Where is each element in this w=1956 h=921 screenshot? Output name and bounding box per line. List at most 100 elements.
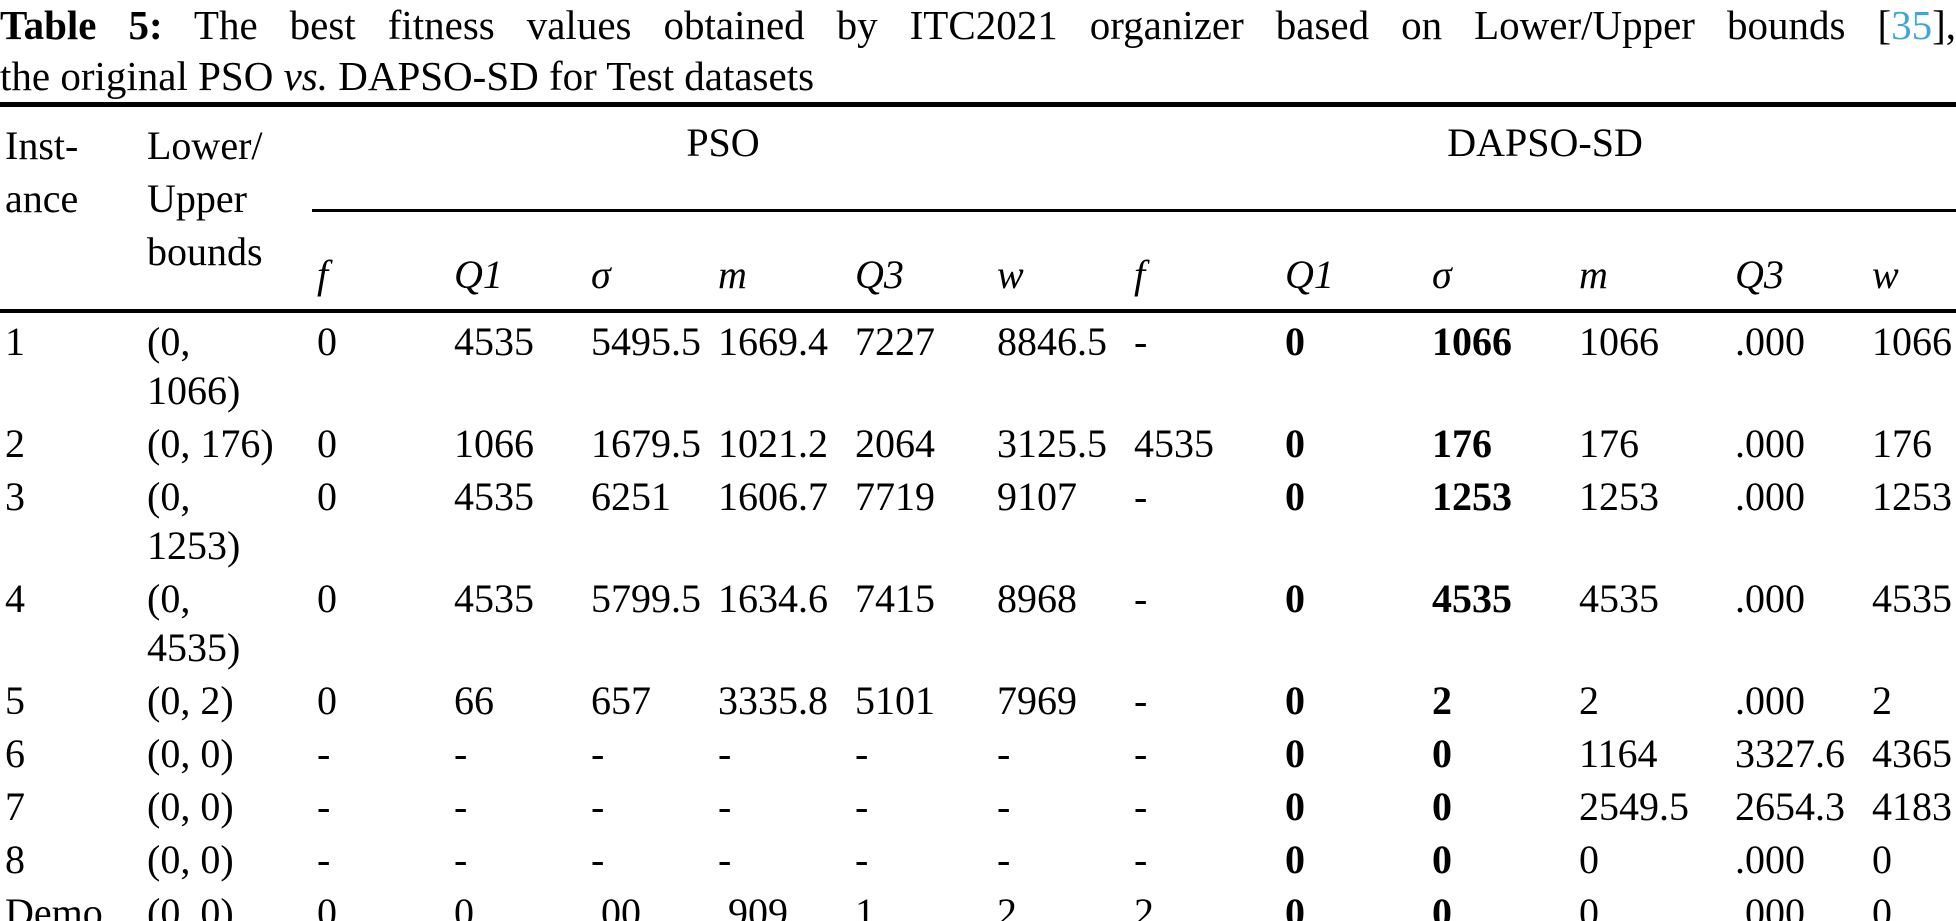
cell: .000: [1735, 421, 1806, 466]
cell: 0: [1432, 837, 1453, 882]
cell: 0: [454, 890, 474, 921]
header-sub-row: f Q1 σ m Q3 w f Q1 σ m Q3 w: [0, 211, 1956, 312]
cell: 0: [317, 576, 337, 621]
cell: 0: [1872, 890, 1893, 921]
cell: 1253: [1432, 474, 1513, 519]
cell: .000: [1735, 678, 1806, 723]
table-row: 6 (0, 0) - - - - - - - 0 0 1164 3327.6 4…: [0, 725, 1956, 778]
cell: 2654.3: [1735, 784, 1846, 829]
cell: 1: [0, 309, 142, 415]
cell: 176: [1432, 421, 1493, 466]
col-header-sigma-pso: σ: [591, 252, 611, 297]
col-header-q1-dapso: Q1: [1285, 252, 1334, 297]
cell: (0, 0): [147, 784, 234, 829]
col-header-bounds-line: Lower/: [147, 123, 263, 168]
cell: 657: [591, 678, 651, 723]
table-row: 4 (0, 4535) 0 4535 5799.5 1634.6 7415 89…: [0, 570, 1956, 672]
cell: (0, 4535): [147, 576, 241, 670]
cell: 1066: [1427, 309, 1575, 415]
cell: 6: [5, 731, 25, 776]
header-group-row: Inst- ance Lower/ Upper bounds PSO DAPSO…: [0, 104, 1956, 274]
cell: -: [718, 837, 732, 882]
cell: 0: [1579, 890, 1600, 921]
cell: -: [1134, 678, 1148, 723]
col-header-sigma-dapso: σ: [1432, 252, 1452, 297]
cell: 5799.5: [591, 576, 701, 621]
cell: Demo: [5, 890, 103, 921]
cell: 3327.6: [1735, 731, 1846, 776]
cell: 1066: [1867, 309, 1956, 415]
cell: 2: [1134, 890, 1155, 921]
cell: (0, 0): [147, 731, 234, 776]
caption-vs-italic: vs.: [283, 53, 328, 99]
cell: 4535: [1579, 576, 1660, 621]
cell: 0: [1285, 678, 1306, 723]
cell: 0: [1285, 837, 1306, 882]
results-table: Inst- ance Lower/ Upper bounds PSO DAPSO…: [0, 102, 1956, 921]
cell: 7415: [855, 576, 935, 621]
cell: (0, 2): [147, 678, 234, 723]
cell: 7: [5, 784, 25, 829]
cell: (0, 0): [147, 890, 234, 921]
cell: 0: [1285, 890, 1306, 921]
cell: -: [855, 731, 869, 776]
cell: 2549.5: [1579, 784, 1690, 829]
cell: -: [317, 731, 331, 776]
col-header-w-dapso: w: [1872, 252, 1899, 297]
cell: 1: [855, 890, 875, 921]
citation-bracket-open: [: [1877, 2, 1892, 48]
cell: 0: [1432, 784, 1453, 829]
cell: 4535: [1872, 576, 1953, 621]
cell: .00: [591, 890, 641, 921]
citation-link[interactable]: 35: [1891, 2, 1933, 48]
cell: 4365: [1872, 731, 1953, 776]
cell: -: [317, 837, 331, 882]
table-row: Demo (0, 0) 0 0 .00 .909 1 2 2 0 0 0 .00…: [0, 884, 1956, 921]
caption-text: DAPSO-SD for Test datasets: [327, 53, 815, 99]
cell: 2064: [855, 421, 935, 466]
col-header-w-pso: w: [997, 252, 1024, 297]
col-header-q3-dapso: Q3: [1735, 252, 1784, 297]
table-row: 1 (0, 1066) 0 4535 5495.5 1669.4 7227 88…: [0, 309, 1956, 415]
cell: .000: [1735, 890, 1806, 921]
cell: -: [1134, 474, 1148, 519]
cell: 1669.4: [713, 309, 850, 415]
cell: 0: [1280, 309, 1428, 415]
cell: 5101: [855, 678, 935, 723]
cell: 2: [1579, 678, 1600, 723]
col-header-q3-pso: Q3: [855, 252, 904, 297]
cell: (0, 1066): [142, 309, 312, 415]
table-row: 8 (0, 0) - - - - - - - 0 0 0 .000 0: [0, 831, 1956, 884]
cell: 8968: [997, 576, 1077, 621]
cell: 0: [317, 421, 337, 466]
cell: 3125.5: [997, 421, 1107, 466]
cell: 8: [5, 837, 25, 882]
cell: -: [454, 784, 468, 829]
cell: 66: [454, 678, 494, 723]
cell: .909: [718, 890, 788, 921]
cell: 4535: [449, 309, 586, 415]
cell: 5495.5: [586, 309, 713, 415]
cell: 1164: [1579, 731, 1658, 776]
col-header-m-pso: m: [718, 252, 747, 297]
table-row: 3 (0, 1253) 0 4535 6251 1606.7 7719 9107…: [0, 468, 1956, 570]
cell: 9107: [997, 474, 1077, 519]
cell: 1253: [1872, 474, 1953, 519]
caption-text: the original PSO: [0, 53, 284, 99]
cell: 1634.6: [718, 576, 828, 621]
col-header-bounds-line: bounds: [147, 229, 263, 274]
cell: 0: [1285, 421, 1306, 466]
cell: 7719: [855, 474, 935, 519]
cell: 0: [317, 890, 337, 921]
cell: 0: [317, 474, 337, 519]
col-header-instance-line: Inst-: [5, 123, 79, 168]
cell: 4: [5, 576, 25, 621]
cell: (0, 176): [147, 421, 274, 466]
col-header-bounds: Lower/ Upper bounds: [142, 105, 312, 312]
cell: -: [1134, 784, 1148, 829]
table-caption: Table 5: The best fitness values obtaine…: [0, 0, 1956, 102]
cell: -: [1129, 309, 1281, 415]
cell: -: [454, 837, 468, 882]
cell: .000: [1730, 309, 1868, 415]
